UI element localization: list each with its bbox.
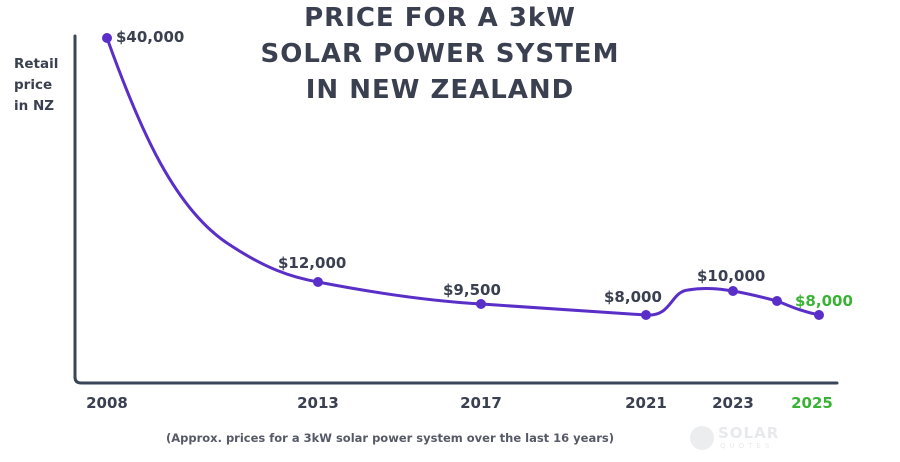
footnote: (Approx. prices for a 3kW solar power sy… (165, 431, 615, 445)
logo-word-solar: SOLAR (718, 424, 780, 442)
x-tick-2013: 2013 (297, 394, 339, 412)
x-tick-2025: 2025 (791, 394, 833, 412)
chart-title-line-3: IN NEW ZEALAND (305, 75, 575, 105)
chart-title-line-1: PRICE FOR A 3kW (304, 3, 576, 33)
logo-word-quotes: QUOTES (720, 442, 774, 450)
point-2021 (641, 310, 651, 320)
point-2025 (814, 310, 824, 320)
axes (73, 34, 839, 385)
point-label-2013: $12,000 (278, 254, 347, 272)
logo-sun-icon (690, 426, 714, 450)
point-label-2021: $8,000 (604, 288, 662, 306)
x-tick-2017: 2017 (460, 394, 502, 412)
price-line (105, 36, 821, 317)
y-axis-label-line-2: price (14, 77, 53, 93)
point-label-2008: $40,000 (116, 28, 185, 46)
point-label-2023: $10,000 (697, 267, 766, 285)
x-tick-2023: 2023 (712, 394, 754, 412)
chart-title-line-2: SOLAR POWER SYSTEM (260, 39, 620, 69)
point-2008 (102, 33, 112, 43)
point-label-2025: $8,000 (795, 292, 853, 310)
point-2013 (313, 277, 323, 287)
solar-quotes-logo: SOLAR QUOTES (690, 422, 786, 456)
y-axis-label-line-1: Retail (14, 56, 59, 72)
x-tick-2021: 2021 (625, 394, 667, 412)
x-tick-2008: 2008 (86, 394, 128, 412)
point-2024 (772, 296, 782, 306)
point-2023 (728, 286, 738, 296)
chart-title: PRICE FOR A 3kW SOLAR POWER SYSTEM IN NE… (240, 0, 640, 108)
point-label-2017: $9,500 (443, 281, 501, 299)
data-points (102, 33, 824, 320)
y-axis-label: Retail price in NZ (14, 54, 58, 117)
y-axis-label-line-3: in NZ (14, 98, 55, 114)
point-2017 (476, 299, 486, 309)
